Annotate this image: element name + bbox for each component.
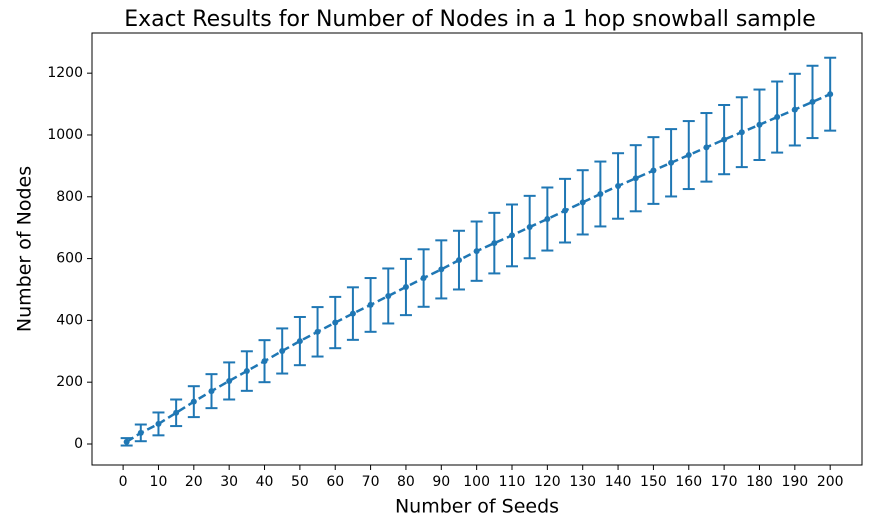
x-tick-label: 10 [150,474,168,490]
y-tick-label: 200 [56,374,83,390]
marker [332,319,339,326]
marker [509,232,515,239]
marker [738,129,745,136]
y-tick-label: 400 [56,312,83,328]
marker [279,347,286,354]
marker [243,368,250,375]
x-axis-label: Number of Seeds [395,496,559,518]
x-tick-label: 200 [817,474,844,490]
marker [703,144,710,151]
marker [491,240,498,247]
x-tick-label: 20 [185,474,203,490]
marker [455,257,462,264]
marker [155,420,162,427]
x-tick-label: 120 [534,474,561,490]
x-tick-label: 30 [220,474,238,490]
x-tick-label: 180 [746,474,773,490]
marker [208,388,215,395]
marker [438,266,445,273]
marker [261,358,268,365]
marker [756,121,763,128]
marker [296,338,303,345]
marker [420,275,427,282]
marker [226,377,233,384]
marker [721,136,728,143]
marker [668,159,675,166]
x-tick-label: 160 [675,474,702,490]
marker [827,91,834,98]
marker [791,106,798,113]
marker [774,114,781,121]
y-tick-label: 1200 [47,65,83,81]
x-tick-label: 70 [362,474,380,490]
y-tick-label: 600 [56,251,83,267]
marker [579,199,586,206]
x-tick-label: 110 [499,474,526,490]
x-tick-label: 0 [119,474,128,490]
marker [615,182,622,189]
marker [123,438,130,445]
x-tick-label: 60 [326,474,344,490]
marker [402,284,409,291]
marker [685,152,692,159]
marker [544,216,551,223]
y-tick-label: 800 [56,189,83,205]
x-tick-label: 40 [256,474,274,490]
x-tick-label: 100 [463,474,490,490]
y-tick-label: 1000 [47,127,83,143]
marker [650,167,657,174]
y-axis-label: Number of Nodes [14,166,36,332]
x-tick-label: 90 [432,474,450,490]
x-tick-label: 150 [640,474,667,490]
marker [173,409,180,416]
chart-title: Exact Results for Number of Nodes in a 1… [124,7,816,32]
marker [562,207,569,214]
marker [385,292,392,299]
x-tick-label: 50 [291,474,309,490]
marker [367,301,374,308]
marker [526,224,533,231]
marker [632,175,639,182]
x-tick-label: 190 [781,474,808,490]
marker [473,248,480,255]
y-tick-label: 0 [74,436,83,452]
marker [809,98,816,105]
marker [190,398,197,405]
x-tick-label: 130 [569,474,596,490]
marker [137,429,144,436]
x-tick-label: 170 [711,474,738,490]
marker [314,328,321,335]
x-tick-label: 80 [397,474,415,490]
marker [597,190,604,197]
x-tick-label: 140 [605,474,632,490]
marker [349,310,356,317]
